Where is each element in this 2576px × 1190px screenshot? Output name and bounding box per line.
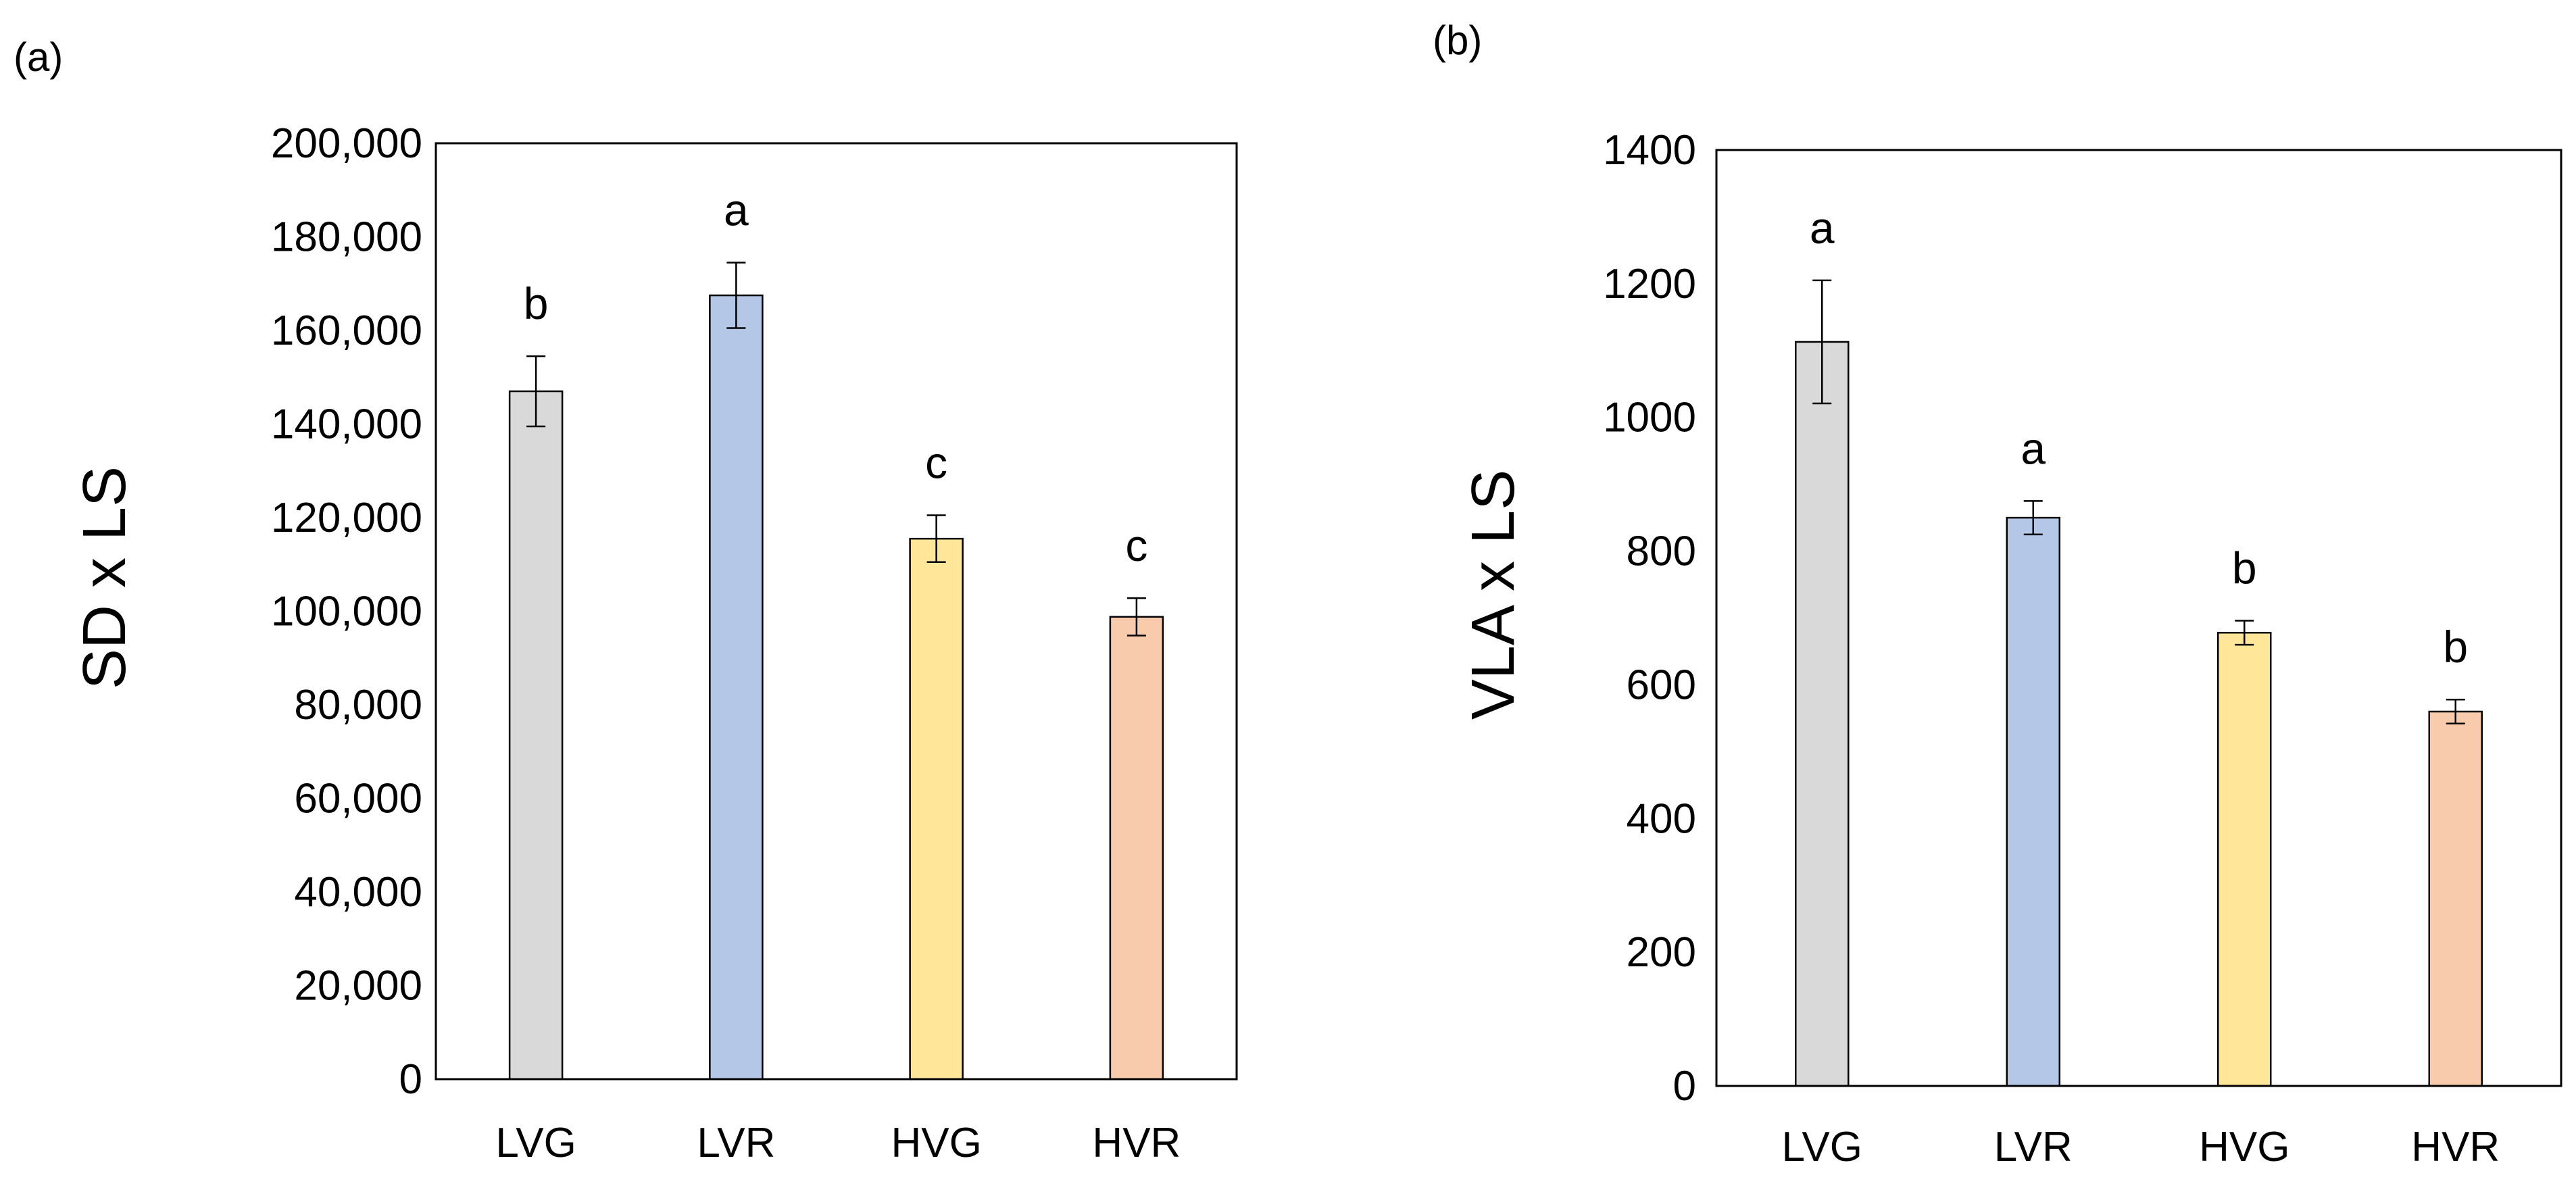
panel-a-x-tick-label: LVG	[495, 1120, 576, 1166]
panel-a-x-tick-label: LVR	[697, 1120, 775, 1166]
panel-a-y-tick-label: 160,000	[271, 307, 422, 354]
panel-b-x-tick-label: LVG	[1782, 1124, 1862, 1170]
panel-a-y-tick-label: 180,000	[271, 214, 422, 261]
panel-a-bar-hvr	[1109, 616, 1164, 1081]
panel-b-bar-hvr	[2428, 710, 2483, 1087]
panel-b-x-tick-label: HVG	[2199, 1124, 2289, 1170]
panel-b-y-tick-label: 0	[1673, 1063, 1696, 1110]
panel-b-y-tick-label: 1000	[1603, 395, 1696, 441]
panel-b-bars: a LVG a LVR b HVG b HVR	[1782, 203, 2500, 1170]
panel-b-y-tick-label: 1200	[1603, 261, 1696, 307]
panel-b-bar-lvr	[2006, 516, 2060, 1087]
panel-a-x-tick-label: HVR	[1092, 1120, 1181, 1166]
panel-a-y-tick-label: 60,000	[294, 776, 422, 822]
panel-b: (b) VLA x LS 0 200 400 600 800 1000 1200 1400 a…	[1433, 18, 2562, 1170]
panel-b-y-tick-label: 800	[1627, 528, 1696, 575]
panel-b-significance-letter: b	[2232, 543, 2257, 593]
panel-a-significance-letter: c	[1125, 520, 1147, 570]
panel-a-significance-letter: b	[524, 278, 549, 328]
panel-b-y-tick-label: 600	[1627, 662, 1696, 708]
panel-a-bar-lvg	[508, 390, 564, 1081]
panel-b-bar-hvg	[2217, 632, 2272, 1087]
panel-a-bar-hvg	[909, 537, 964, 1081]
panel-a-y-tick-label: 40,000	[294, 869, 422, 916]
panel-a: (a) SD x LS 0 20,000 40,000 60,000 80,000 100…	[14, 34, 1238, 1166]
panel-b-x-tick-label: LVR	[1994, 1124, 2073, 1170]
panel-b-label: (b)	[1433, 18, 1482, 63]
panel-a-y-tick-label: 0	[399, 1056, 422, 1103]
panel-b-y-tick-label: 400	[1627, 795, 1696, 842]
panel-a-y-tick-label: 20,000	[294, 963, 422, 1010]
panel-b-significance-letter: b	[2443, 622, 2468, 672]
panel-a-y-ticks: 0 20,000 40,000 60,000 80,000 100,000 120,000 1…	[271, 120, 422, 1103]
panel-a-significance-letter: a	[724, 185, 749, 235]
panel-a-bars: b LVG a LVR c HVG c HVR	[495, 185, 1181, 1166]
panel-a-significance-letter: c	[925, 438, 947, 488]
panel-a-y-tick-label: 200,000	[271, 120, 422, 167]
panel-b-bar-lvg	[1795, 341, 1850, 1087]
panel-b-y-tick-label: 1400	[1603, 127, 1696, 174]
panel-b-significance-letter: a	[2021, 423, 2046, 473]
panel-a-y-axis-label: SD x LS	[71, 466, 139, 689]
panel-b-plot-frame	[1715, 149, 2562, 1087]
panel-b-y-axis-label: VLA x LS	[1460, 470, 1527, 720]
panel-a-y-tick-label: 140,000	[271, 401, 422, 448]
panel-a-y-tick-label: 120,000	[271, 495, 422, 541]
panel-b-significance-letter: a	[1810, 203, 1835, 253]
panel-a-x-tick-label: HVG	[891, 1120, 981, 1166]
panel-b-y-tick-label: 200	[1627, 929, 1696, 976]
panel-a-y-tick-label: 100,000	[271, 589, 422, 635]
panel-a-label: (a)	[14, 34, 63, 80]
panel-a-plot-frame	[435, 142, 1238, 1081]
panel-a-y-tick-label: 80,000	[294, 682, 422, 728]
panel-b-x-tick-label: HVR	[2411, 1124, 2500, 1170]
panel-b-y-ticks: 0 200 400 600 800 1000 1200 1400	[1603, 127, 1696, 1110]
panel-a-bar-lvr	[709, 294, 764, 1081]
